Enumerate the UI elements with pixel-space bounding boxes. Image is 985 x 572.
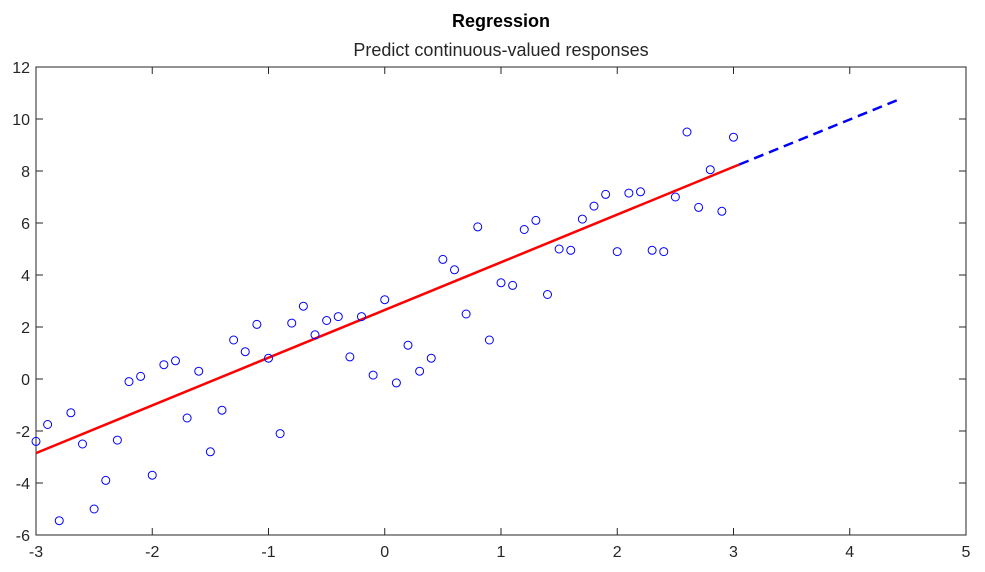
y-tick-label: -6 bbox=[16, 528, 30, 545]
data-point bbox=[461, 309, 471, 319]
data-point bbox=[182, 413, 192, 423]
data-point bbox=[240, 347, 250, 357]
y-tick-label: -4 bbox=[16, 476, 30, 493]
y-tick-label: 8 bbox=[21, 164, 30, 181]
data-point bbox=[66, 408, 76, 418]
data-point bbox=[531, 215, 541, 225]
data-point bbox=[415, 366, 425, 376]
data-point bbox=[217, 405, 227, 415]
data-point bbox=[554, 244, 564, 254]
prediction-line bbox=[738, 97, 903, 166]
data-point bbox=[368, 370, 378, 380]
data-point bbox=[636, 187, 645, 197]
y-tick-label: 4 bbox=[21, 268, 30, 285]
data-point bbox=[450, 265, 459, 275]
data-point bbox=[78, 439, 87, 449]
data-point bbox=[543, 290, 552, 299]
data-point bbox=[136, 371, 146, 381]
y-tick-label: 2 bbox=[21, 320, 30, 337]
y-tick-label: 10 bbox=[12, 112, 30, 129]
x-tick-label: 3 bbox=[729, 544, 738, 561]
data-point bbox=[438, 254, 448, 264]
data-point bbox=[391, 378, 401, 388]
x-tick-label: 0 bbox=[380, 544, 389, 561]
x-tick-label: -1 bbox=[261, 544, 275, 561]
y-tick-label: 6 bbox=[21, 216, 30, 233]
data-point bbox=[89, 504, 99, 514]
data-point bbox=[264, 353, 273, 363]
data-point bbox=[508, 280, 518, 290]
data-point bbox=[612, 247, 622, 257]
data-point bbox=[205, 447, 215, 457]
data-point bbox=[357, 312, 366, 322]
x-tick-label: -2 bbox=[145, 544, 159, 561]
data-point bbox=[298, 301, 308, 311]
data-point bbox=[473, 222, 483, 232]
data-point bbox=[380, 295, 390, 305]
x-tick-label: 5 bbox=[962, 544, 971, 561]
chart-title: Regression bbox=[452, 11, 550, 31]
data-point bbox=[333, 312, 343, 322]
data-point bbox=[717, 206, 727, 216]
data-point bbox=[275, 429, 285, 439]
data-point bbox=[31, 436, 41, 446]
x-tick-label: 2 bbox=[613, 544, 622, 561]
data-point bbox=[252, 319, 262, 329]
y-tick-label: 0 bbox=[21, 372, 30, 389]
fit-line bbox=[35, 163, 740, 455]
data-point bbox=[577, 214, 587, 224]
data-point bbox=[659, 247, 669, 257]
data-point bbox=[705, 165, 715, 175]
data-point bbox=[54, 516, 64, 526]
data-point bbox=[124, 377, 134, 387]
data-point bbox=[403, 340, 413, 350]
data-point bbox=[647, 245, 657, 255]
axes-box bbox=[35, 66, 967, 536]
data-point bbox=[496, 278, 506, 288]
data-point bbox=[426, 353, 436, 363]
data-point bbox=[112, 435, 122, 445]
y-tick-label: -2 bbox=[16, 424, 30, 441]
data-point bbox=[287, 318, 297, 328]
data-point bbox=[729, 132, 738, 142]
data-point bbox=[682, 127, 692, 137]
x-tick-label: 1 bbox=[497, 544, 506, 561]
data-point bbox=[159, 360, 169, 370]
data-point bbox=[670, 192, 680, 202]
data-point bbox=[310, 330, 320, 340]
data-point bbox=[484, 335, 494, 345]
data-point bbox=[519, 225, 529, 234]
chart-subtitle: Predict continuous-valued responses bbox=[353, 40, 648, 60]
data-point bbox=[147, 470, 157, 480]
data-point bbox=[345, 352, 355, 362]
data-point bbox=[566, 245, 576, 255]
data-point bbox=[101, 475, 111, 485]
x-tick-label: 4 bbox=[845, 544, 854, 561]
data-point bbox=[229, 335, 239, 345]
data-point bbox=[322, 316, 332, 325]
x-tick-label: -3 bbox=[29, 544, 43, 561]
data-point bbox=[589, 201, 599, 211]
data-point bbox=[43, 420, 53, 429]
data-point bbox=[694, 202, 704, 212]
data-point bbox=[194, 366, 204, 376]
data-point bbox=[624, 188, 634, 198]
data-point bbox=[171, 356, 180, 366]
y-tick-label: 12 bbox=[12, 60, 30, 77]
data-point bbox=[601, 189, 611, 199]
